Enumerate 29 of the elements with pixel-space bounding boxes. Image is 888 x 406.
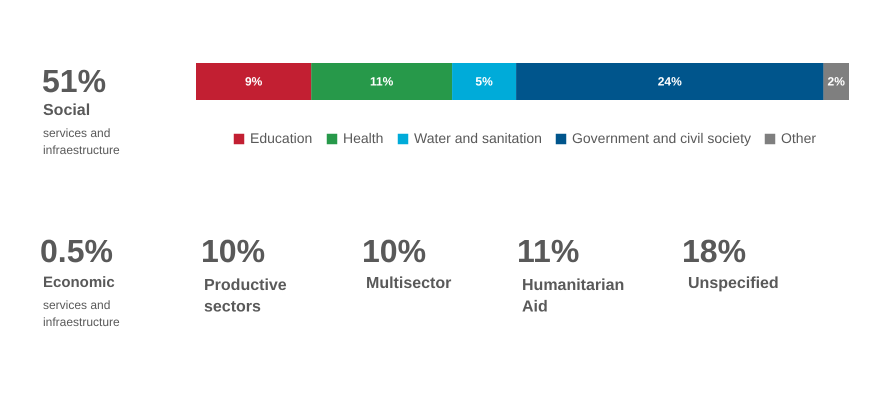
data-label: 24% xyxy=(658,74,682,88)
text: 18% xyxy=(682,233,746,269)
legend-label: Other xyxy=(781,130,816,146)
bar xyxy=(452,63,516,100)
bar xyxy=(516,63,824,100)
data-label: 5% xyxy=(475,74,494,88)
text: 51% xyxy=(42,63,106,99)
data-label: 11% xyxy=(370,74,394,88)
text: Humanitarian Aid xyxy=(522,277,624,316)
text: Productive sectors xyxy=(204,277,287,316)
text: Social xyxy=(43,102,90,119)
legend-label: Water and sanitation xyxy=(414,130,542,146)
bar xyxy=(823,63,849,100)
legend-label: Health xyxy=(343,130,384,146)
text: services and infraestructure xyxy=(43,298,120,329)
text: 10% xyxy=(362,233,426,269)
text: 0.5% xyxy=(40,233,113,269)
text: Economic xyxy=(43,274,115,291)
bar xyxy=(196,63,312,100)
text: Multisector xyxy=(366,275,452,292)
text: 10% xyxy=(201,233,266,269)
text: Unspecified xyxy=(688,275,779,292)
data-label: 9% xyxy=(244,74,263,88)
bar xyxy=(311,63,452,100)
legend-label: Government and civil society xyxy=(572,130,751,146)
data-label: 2% xyxy=(828,74,846,88)
legend-label: Education xyxy=(250,130,312,146)
text: 11% xyxy=(517,233,580,269)
text: services and infraestructure xyxy=(43,126,120,157)
